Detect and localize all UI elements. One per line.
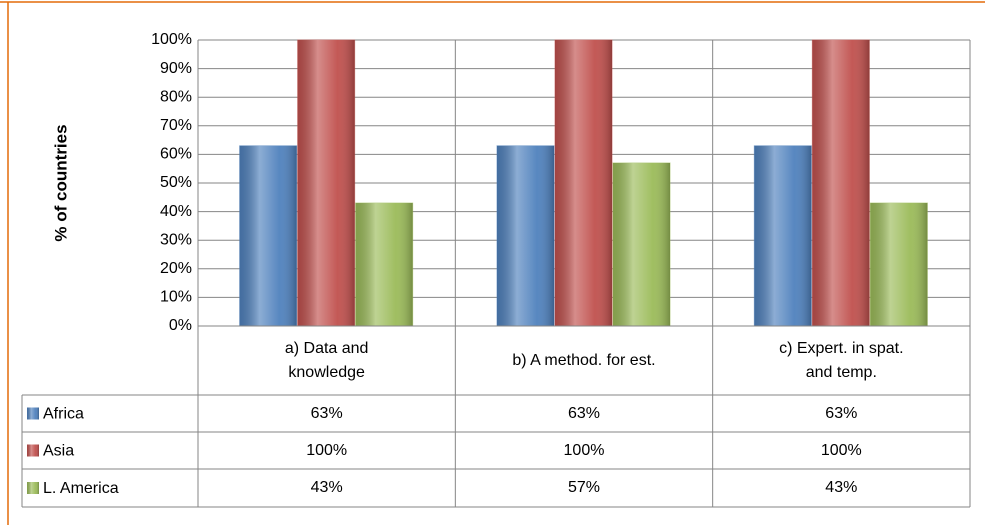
table-value: 57% bbox=[455, 469, 712, 507]
table-value-text: 100% bbox=[820, 441, 862, 459]
table-value: 43% bbox=[198, 469, 455, 507]
table-value-text: 63% bbox=[567, 404, 600, 422]
table-value: 63% bbox=[198, 395, 455, 432]
y-tick-label: 40% bbox=[160, 203, 192, 220]
bar-shine bbox=[754, 145, 812, 326]
table-value: 100% bbox=[455, 432, 712, 469]
bar-shine bbox=[297, 40, 355, 326]
table-value: 63% bbox=[455, 395, 712, 432]
bar-shine bbox=[870, 203, 928, 326]
legend-label: Africa bbox=[43, 406, 84, 423]
table-value: 63% bbox=[713, 395, 970, 432]
category-label-text: a) Data and knowledge bbox=[284, 339, 369, 381]
bar-shine bbox=[497, 145, 554, 326]
y-tick-label: 50% bbox=[160, 174, 192, 191]
category-label-text: c) Expert. in spat. and temp. bbox=[779, 339, 904, 381]
bar-shine bbox=[555, 40, 612, 326]
bar-shine bbox=[613, 162, 670, 326]
y-tick-label: 70% bbox=[160, 117, 192, 134]
table-value-text: 63% bbox=[825, 404, 858, 422]
y-tick-label: 30% bbox=[160, 231, 192, 248]
category-label: c) Expert. in spat. and temp. bbox=[713, 326, 970, 395]
table-value-text: 63% bbox=[310, 404, 343, 422]
table-value-text: 100% bbox=[306, 441, 348, 459]
category-label: b) A method. for est. bbox=[455, 326, 712, 395]
table-value-text: 43% bbox=[825, 479, 858, 496]
legend-label: Asia bbox=[43, 443, 74, 460]
y-axis-label: % of countries bbox=[51, 124, 70, 241]
table-value-text: 43% bbox=[310, 479, 343, 496]
legend-label: L. America bbox=[43, 480, 119, 497]
legend-key-shine bbox=[27, 444, 39, 457]
table-value-text: 100% bbox=[563, 441, 605, 459]
y-tick-label: 80% bbox=[160, 88, 192, 105]
bar-shine bbox=[812, 40, 870, 326]
table-value: 100% bbox=[198, 432, 455, 469]
table-value-text: 57% bbox=[567, 479, 600, 496]
legend-key-shine bbox=[27, 482, 39, 494]
y-tick-label: 90% bbox=[160, 60, 192, 77]
table-value: 100% bbox=[713, 432, 970, 469]
bar-shine bbox=[355, 203, 413, 326]
table-value: 43% bbox=[713, 469, 970, 507]
category-label: a) Data and knowledge bbox=[198, 326, 455, 395]
y-tick-label: 0% bbox=[169, 317, 192, 334]
y-tick-label: 20% bbox=[160, 260, 192, 277]
y-tick-label: 10% bbox=[160, 289, 192, 306]
bar-shine bbox=[239, 145, 297, 326]
legend-key-shine bbox=[27, 407, 39, 420]
category-label-text: b) A method. for est. bbox=[512, 351, 656, 369]
y-tick-label: 100% bbox=[151, 31, 192, 48]
y-tick-label: 60% bbox=[160, 146, 192, 163]
